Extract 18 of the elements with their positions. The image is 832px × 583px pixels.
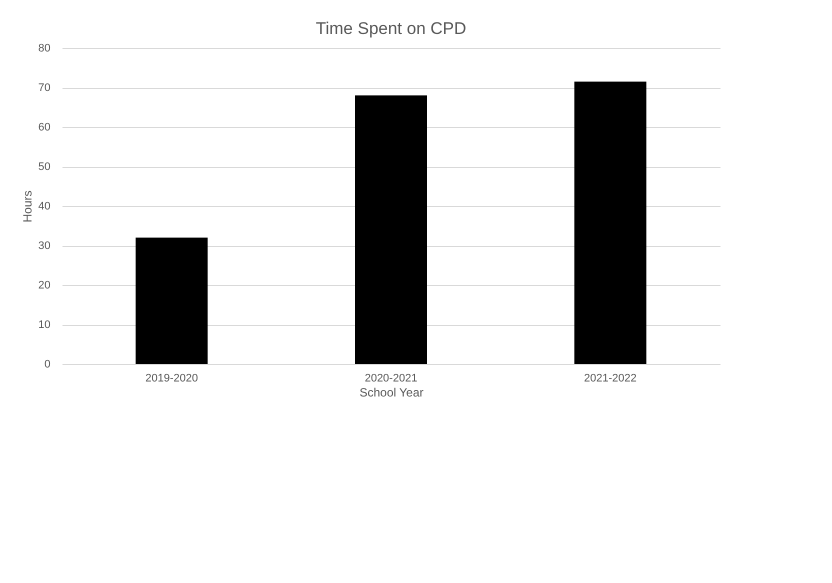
y-tick-label: 60	[38, 122, 50, 134]
x-axis-title: School Year	[359, 386, 424, 400]
y-tick-label: 50	[38, 161, 50, 173]
x-tick-label: 2021-2022	[584, 372, 637, 384]
y-tick-label: 80	[38, 42, 50, 54]
chart-title: Time Spent on CPD	[316, 19, 466, 38]
y-tick-label: 0	[44, 358, 50, 370]
y-tick-label: 20	[38, 280, 50, 292]
y-tick-label: 40	[38, 200, 50, 212]
y-tick-label: 70	[38, 82, 50, 94]
y-tick-label: 30	[38, 240, 50, 252]
x-tick-label: 2019-2020	[145, 372, 198, 384]
x-tick-label: 2020-2021	[364, 372, 418, 384]
bar	[136, 238, 208, 364]
bar	[574, 82, 646, 364]
y-tick-label: 10	[38, 319, 50, 331]
y-axis-title: Hours	[20, 190, 34, 223]
bar	[355, 95, 427, 364]
